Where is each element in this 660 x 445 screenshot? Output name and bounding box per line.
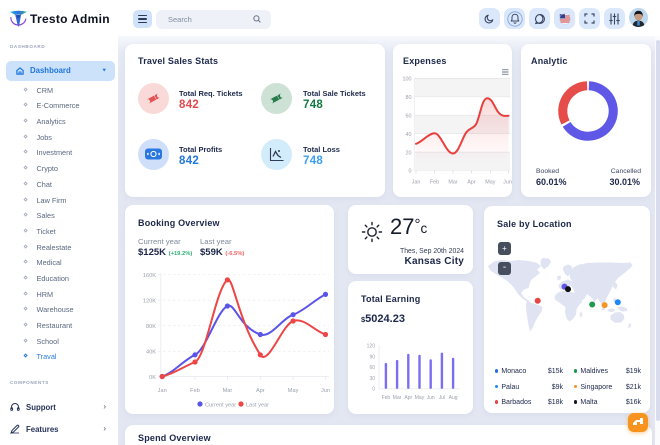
svg-text:Feb: Feb bbox=[382, 395, 391, 401]
svg-text:Apr: Apr bbox=[467, 180, 476, 186]
svg-text:Jun: Jun bbox=[427, 395, 435, 401]
svg-text:80: 80 bbox=[406, 95, 412, 101]
svg-text:Jul: Jul bbox=[439, 395, 445, 401]
svg-text:Jun: Jun bbox=[321, 388, 330, 394]
svg-text:Last year: Last year bbox=[246, 402, 269, 408]
svg-text:Jan: Jan bbox=[412, 180, 421, 186]
svg-text:80K: 80K bbox=[146, 324, 156, 330]
svg-text:120K: 120K bbox=[143, 299, 156, 305]
svg-text:Apr: Apr bbox=[256, 388, 265, 394]
svg-text:0: 0 bbox=[372, 387, 375, 393]
svg-text:May: May bbox=[485, 180, 495, 186]
svg-text:90: 90 bbox=[369, 354, 375, 360]
svg-text:60: 60 bbox=[369, 365, 375, 371]
svg-text:40: 40 bbox=[406, 132, 412, 138]
svg-text:Feb: Feb bbox=[430, 180, 439, 186]
svg-text:Apr: Apr bbox=[404, 395, 412, 401]
svg-text:Current year: Current year bbox=[205, 402, 236, 408]
svg-text:Jun: Jun bbox=[503, 180, 512, 186]
svg-text:Mar: Mar bbox=[223, 388, 233, 394]
svg-text:160K: 160K bbox=[143, 273, 156, 279]
svg-text:Feb: Feb bbox=[190, 388, 200, 394]
svg-text:Jan: Jan bbox=[158, 388, 167, 394]
svg-text:40K: 40K bbox=[146, 350, 156, 356]
svg-text:20: 20 bbox=[406, 150, 412, 156]
svg-text:Mar: Mar bbox=[448, 180, 457, 186]
svg-text:May: May bbox=[288, 388, 299, 394]
svg-text:0: 0 bbox=[409, 169, 412, 175]
svg-text:30: 30 bbox=[369, 376, 375, 382]
svg-text:120: 120 bbox=[367, 344, 376, 350]
svg-text:100: 100 bbox=[403, 77, 412, 83]
svg-text:60: 60 bbox=[406, 113, 412, 119]
svg-text:0K: 0K bbox=[149, 375, 156, 381]
svg-text:May: May bbox=[415, 395, 425, 401]
svg-text:Mar: Mar bbox=[393, 395, 402, 401]
svg-text:Aug: Aug bbox=[449, 395, 458, 401]
